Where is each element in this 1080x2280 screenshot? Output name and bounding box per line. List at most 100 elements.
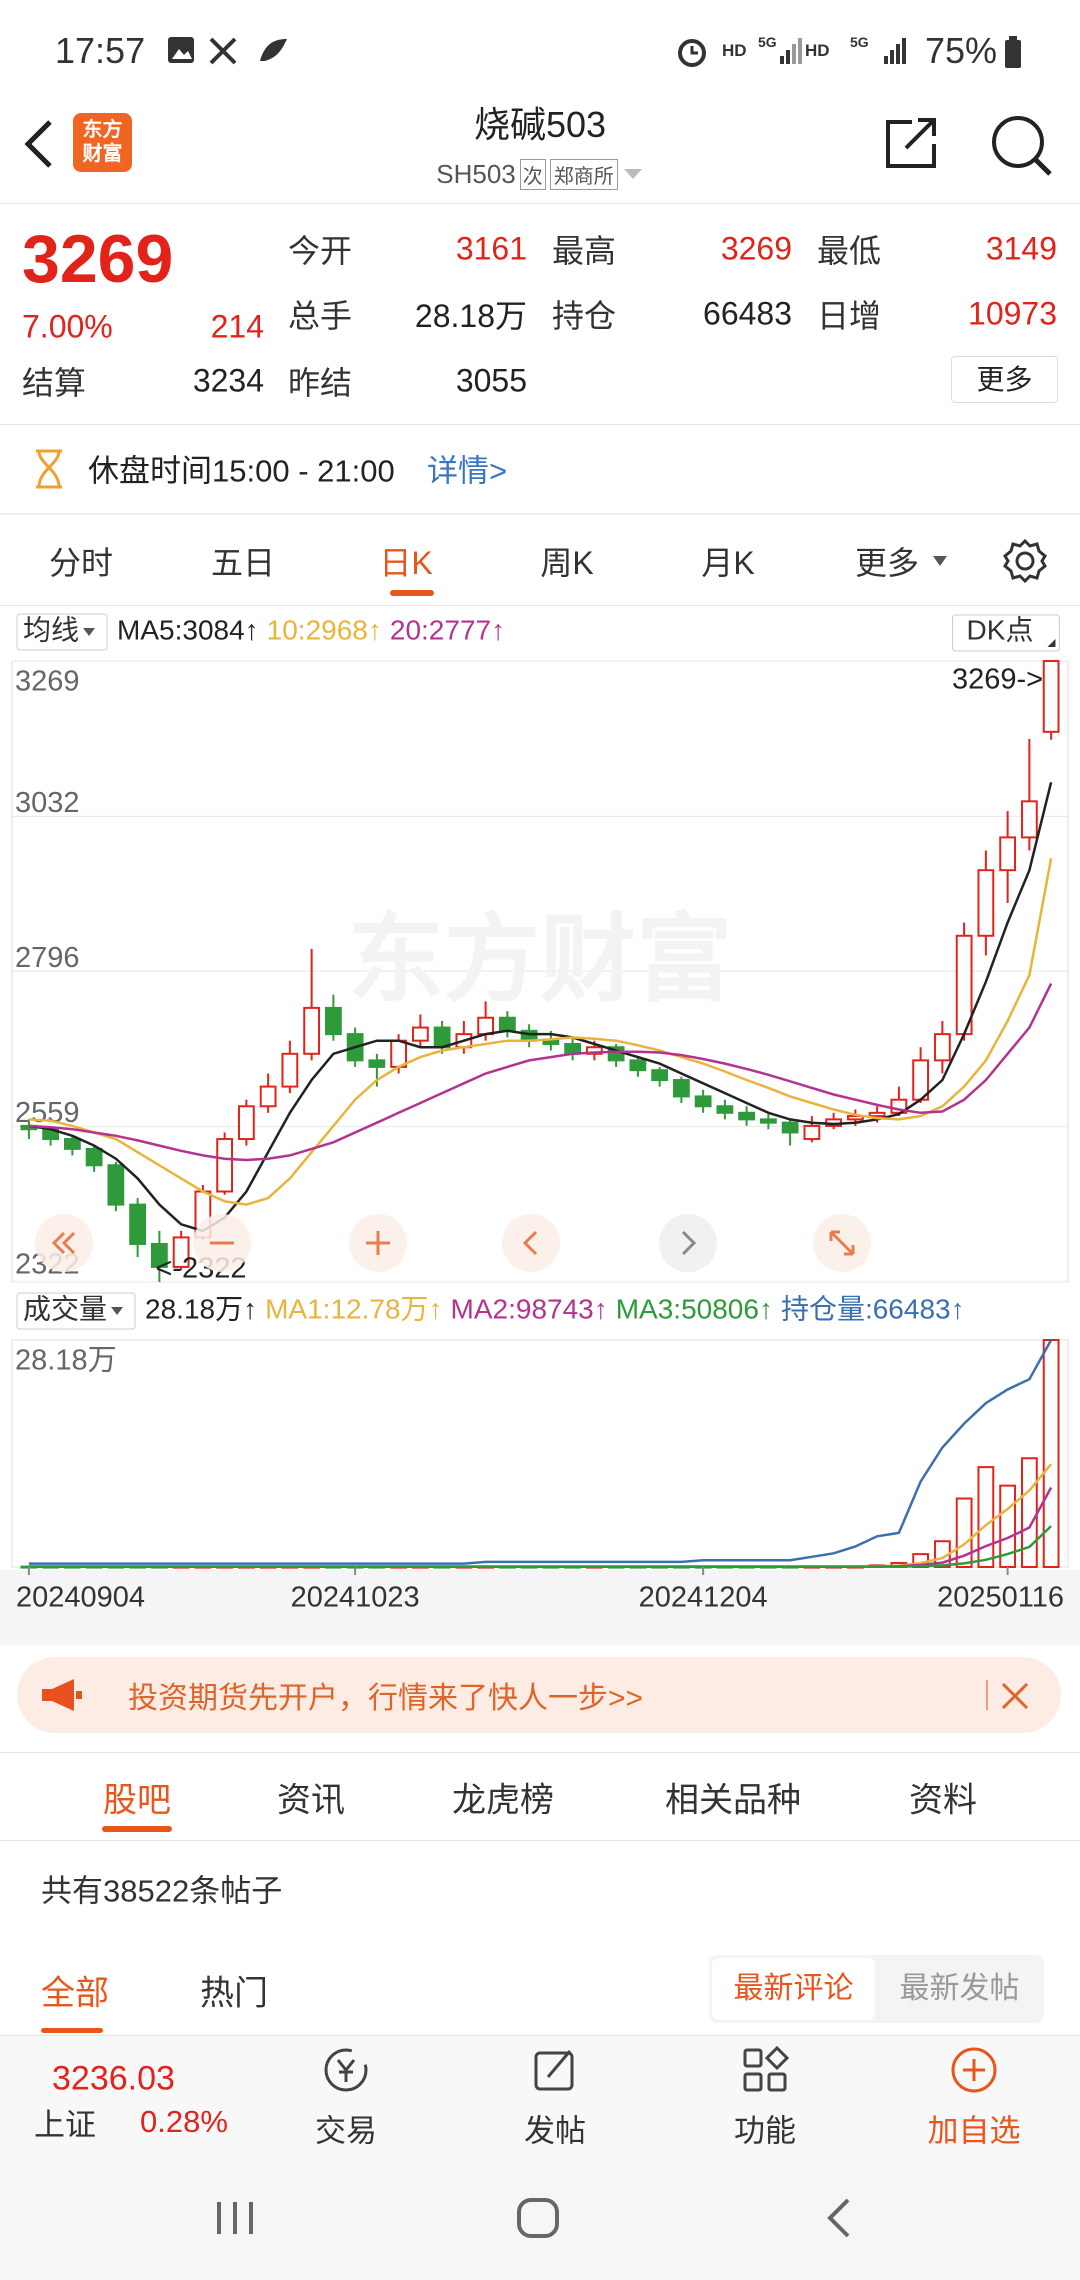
legend-entry: 28.18万↑ — [145, 1293, 257, 1324]
watermark: 东方财富 — [348, 906, 732, 1013]
candle-body — [672, 1079, 690, 1098]
candle-body — [977, 869, 995, 937]
period-tab[interactable]: 周K — [540, 545, 594, 581]
action-label[interactable]: 发帖 — [524, 2113, 586, 2149]
field-value: 3234 — [192, 362, 264, 399]
candle-body — [1020, 800, 1038, 839]
period-tab[interactable]: 更多 — [855, 545, 920, 581]
home-button[interactable] — [514, 2196, 562, 2240]
volume-bar — [955, 1497, 973, 1569]
legend-button[interactable]: 成交量 — [23, 1293, 107, 1324]
index-name[interactable]: 上证 — [34, 2107, 96, 2143]
battery-icon — [1005, 36, 1021, 68]
fullscreen-button[interactable] — [813, 1214, 871, 1272]
network-label: 5G — [850, 34, 869, 50]
candle-body — [1042, 660, 1060, 733]
zoom-left-button[interactable] — [35, 1214, 93, 1272]
sort-tab[interactable]: 最新发帖 — [899, 1972, 1020, 2005]
index-change[interactable]: 0.28% — [140, 2104, 228, 2139]
candle-body — [803, 1124, 821, 1141]
share-button[interactable] — [882, 114, 942, 174]
search-button[interactable] — [988, 112, 1054, 178]
field-label: 昨结 — [288, 365, 353, 401]
community-tab[interactable]: 相关品种 — [665, 1781, 801, 1820]
candle-body — [868, 1111, 886, 1118]
candle-body — [738, 1111, 756, 1121]
legend-entry: MA1:12.78万↑ — [265, 1293, 442, 1324]
function-icon[interactable] — [740, 2045, 790, 2095]
action-label[interactable]: 加自选 — [927, 2113, 1021, 2149]
volume-bar — [977, 1466, 995, 1568]
field-label: 总手 — [288, 298, 353, 334]
candle-body — [585, 1046, 603, 1055]
trade-icon[interactable] — [321, 2045, 371, 2095]
tab-underline — [390, 590, 434, 596]
candle-body — [390, 1039, 408, 1068]
field-value: 10973 — [968, 295, 1057, 332]
period-tab-active[interactable]: 日K — [379, 545, 433, 581]
app-logo: 东方 财富 — [73, 113, 132, 172]
more-button[interactable]: 更多 — [951, 356, 1058, 403]
candle-body — [324, 1006, 342, 1036]
field-value: 3055 — [455, 362, 527, 399]
hourglass-icon — [36, 449, 62, 489]
field-label: 最高 — [552, 233, 617, 269]
logo-text: 东方 — [82, 119, 123, 141]
candle-body — [999, 836, 1017, 872]
community-tab[interactable]: 资讯 — [277, 1781, 345, 1820]
close-button[interactable] — [1000, 1681, 1030, 1711]
sort-tab-active[interactable]: 最新评论 — [712, 1958, 875, 2020]
candle-body — [150, 1242, 168, 1268]
zoom-out-button[interactable] — [193, 1214, 251, 1272]
action-label[interactable]: 交易 — [315, 2113, 377, 2149]
move-left-button[interactable] — [502, 1214, 560, 1272]
move-right-button[interactable] — [659, 1214, 717, 1272]
legend-button[interactable]: 均线 — [23, 614, 79, 645]
settings-button[interactable] — [1002, 538, 1048, 584]
side-button[interactable]: DK点 — [967, 614, 1034, 645]
dropdown-arrow — [111, 1307, 124, 1315]
filter-tab[interactable]: 热门 — [200, 1974, 268, 2013]
add-watch-icon[interactable] — [949, 2045, 999, 2095]
period-tab[interactable]: 分时 — [48, 545, 114, 581]
network-label: HD — [722, 41, 747, 60]
field-value: 3269 — [720, 230, 792, 267]
indicator-line — [28, 1525, 1052, 1568]
community-tab[interactable]: 资料 — [909, 1781, 977, 1820]
change-pct: 7.00% — [22, 308, 113, 345]
ma-line — [28, 858, 1053, 1206]
megaphone-icon — [42, 1679, 82, 1711]
filter-tab-active[interactable]: 全部 — [41, 1974, 109, 2013]
community-tab[interactable]: 龙虎榜 — [452, 1781, 554, 1820]
network-label: HD — [805, 41, 830, 60]
dropdown-arrow[interactable] — [622, 166, 644, 182]
signal-icons — [780, 38, 906, 64]
period-tab[interactable]: 五日 — [210, 545, 276, 581]
recents-button[interactable] — [213, 2198, 257, 2238]
x-tick-label: 20250116 — [937, 1582, 1064, 1614]
candle-body — [542, 1039, 560, 1045]
notice-link[interactable]: 详情> — [427, 453, 508, 489]
ad-text[interactable]: 投资期货先开户，行情来了快人一步>> — [128, 1682, 644, 1715]
ma-line — [28, 983, 1053, 1162]
status-icons — [168, 37, 287, 65]
community-tab-active[interactable]: 股吧 — [103, 1781, 171, 1820]
divider — [0, 1840, 1080, 1841]
ad-banner[interactable] — [17, 1657, 1061, 1733]
subtitle: SH503 次 郑商所 — [0, 157, 1080, 191]
field-label: 结算 — [22, 365, 87, 401]
field-value: 66483 — [703, 295, 792, 332]
back-nav-button[interactable] — [822, 2196, 858, 2240]
corner-arrow — [1047, 639, 1056, 647]
index-value[interactable]: 3236.03 — [52, 2059, 175, 2098]
candle-body — [368, 1059, 386, 1068]
candle-body — [694, 1095, 712, 1108]
action-label[interactable]: 功能 — [734, 2113, 796, 2149]
volume-bar — [1020, 1457, 1038, 1569]
legend-button-box — [16, 1292, 136, 1330]
back-button[interactable] — [18, 118, 58, 170]
zoom-in-button[interactable] — [349, 1214, 407, 1272]
post-icon[interactable] — [530, 2045, 580, 2095]
period-tab[interactable]: 月K — [701, 545, 755, 581]
field-label: 今开 — [288, 233, 353, 269]
